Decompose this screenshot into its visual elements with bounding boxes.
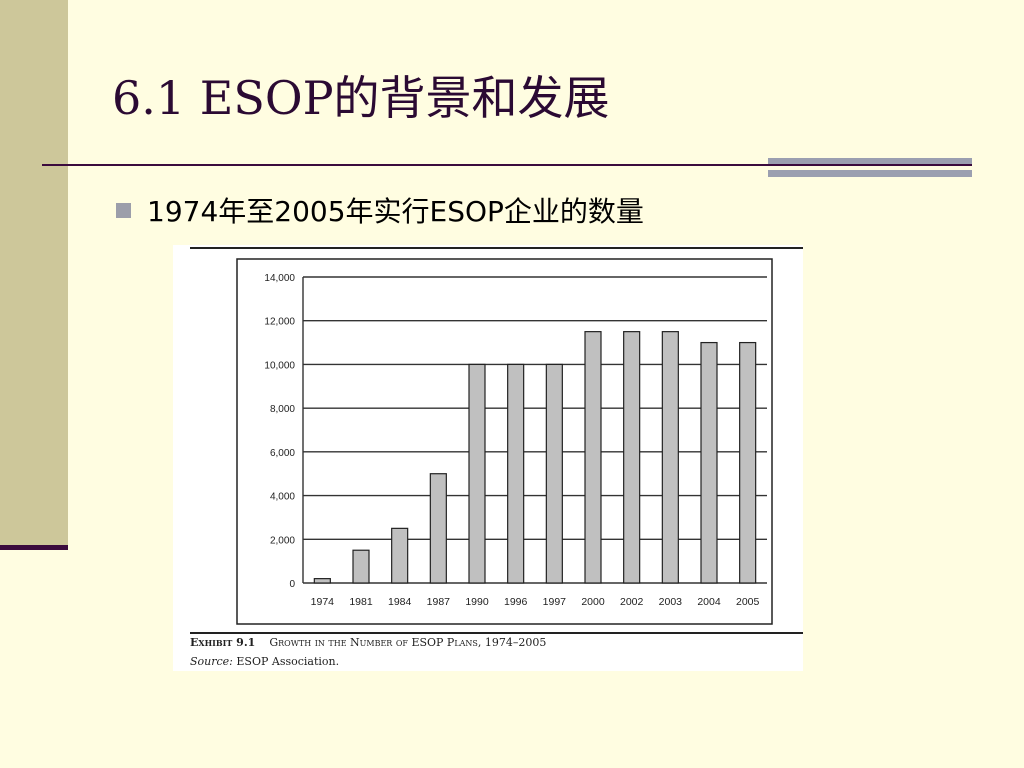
x-tick-label: 2004 <box>697 596 721 608</box>
bar-1990 <box>468 363 486 584</box>
figure-bottom-rule <box>190 632 803 634</box>
source-text: ESOP Association. <box>236 655 340 668</box>
y-tick-label: 0 <box>289 579 295 590</box>
figure-top-rule <box>190 247 803 249</box>
bar-2004 <box>700 341 718 584</box>
bar-1984 <box>391 527 409 584</box>
title-rule-accent-top <box>768 158 972 164</box>
caption-prefix: Exhibit 9.1 <box>190 636 256 649</box>
bullet-square-icon <box>116 202 131 218</box>
y-tick-label: 6,000 <box>270 448 295 459</box>
bar-2003 <box>661 331 679 584</box>
slide-title: 6.1 ESOP的背景和发展 <box>112 71 610 125</box>
x-tick-label: 1984 <box>388 596 412 608</box>
x-tick-label: 1974 <box>311 596 335 608</box>
bar-1981 <box>352 549 370 584</box>
title-rule-accent-bottom <box>768 170 972 177</box>
bar-1996 <box>507 363 525 584</box>
bar-2000 <box>584 331 602 584</box>
y-tick-label: 2,000 <box>270 535 295 546</box>
left-decor-bar <box>0 0 68 545</box>
x-tick-label: 1997 <box>543 596 567 608</box>
source-label: Source: <box>190 655 233 668</box>
bullet-item: 1974年至2005年实行ESOP企业的数量 <box>116 190 644 230</box>
x-tick-label: 2002 <box>620 596 644 608</box>
x-tick-label: 2000 <box>581 596 605 608</box>
x-tick-label: 1987 <box>427 596 451 608</box>
bar-2002 <box>623 331 641 584</box>
bar-1997 <box>545 363 563 584</box>
y-tick-label: 10,000 <box>264 360 295 371</box>
x-tick-label: 1990 <box>465 596 489 608</box>
title-rule <box>42 164 972 166</box>
chart-frame <box>236 258 773 625</box>
figure-caption: Exhibit 9.1 Growth in the Number of ESOP… <box>190 636 546 649</box>
y-tick-label: 8,000 <box>270 404 295 415</box>
chart-figure <box>173 245 803 671</box>
bullet-text: 1974年至2005年实行ESOP企业的数量 <box>147 195 644 228</box>
y-tick-label: 12,000 <box>264 317 295 328</box>
y-tick-label: 4,000 <box>270 492 295 503</box>
bar-2005 <box>739 341 757 584</box>
x-tick-label: 1981 <box>349 596 373 608</box>
figure-source: Source: ESOP Association. <box>190 655 339 668</box>
left-decor-underline <box>0 545 68 550</box>
x-tick-label: 1996 <box>504 596 528 608</box>
x-tick-label: 2005 <box>736 596 760 608</box>
bar-1974 <box>313 578 331 584</box>
bar-chart: 02,0004,0006,0008,00010,00012,00014,000 … <box>236 258 773 625</box>
y-tick-label: 14,000 <box>264 273 295 284</box>
x-tick-label: 2003 <box>659 596 683 608</box>
bar-1987 <box>429 473 447 584</box>
caption-text: Growth in the Number of ESOP Plans, 1974… <box>269 636 547 649</box>
